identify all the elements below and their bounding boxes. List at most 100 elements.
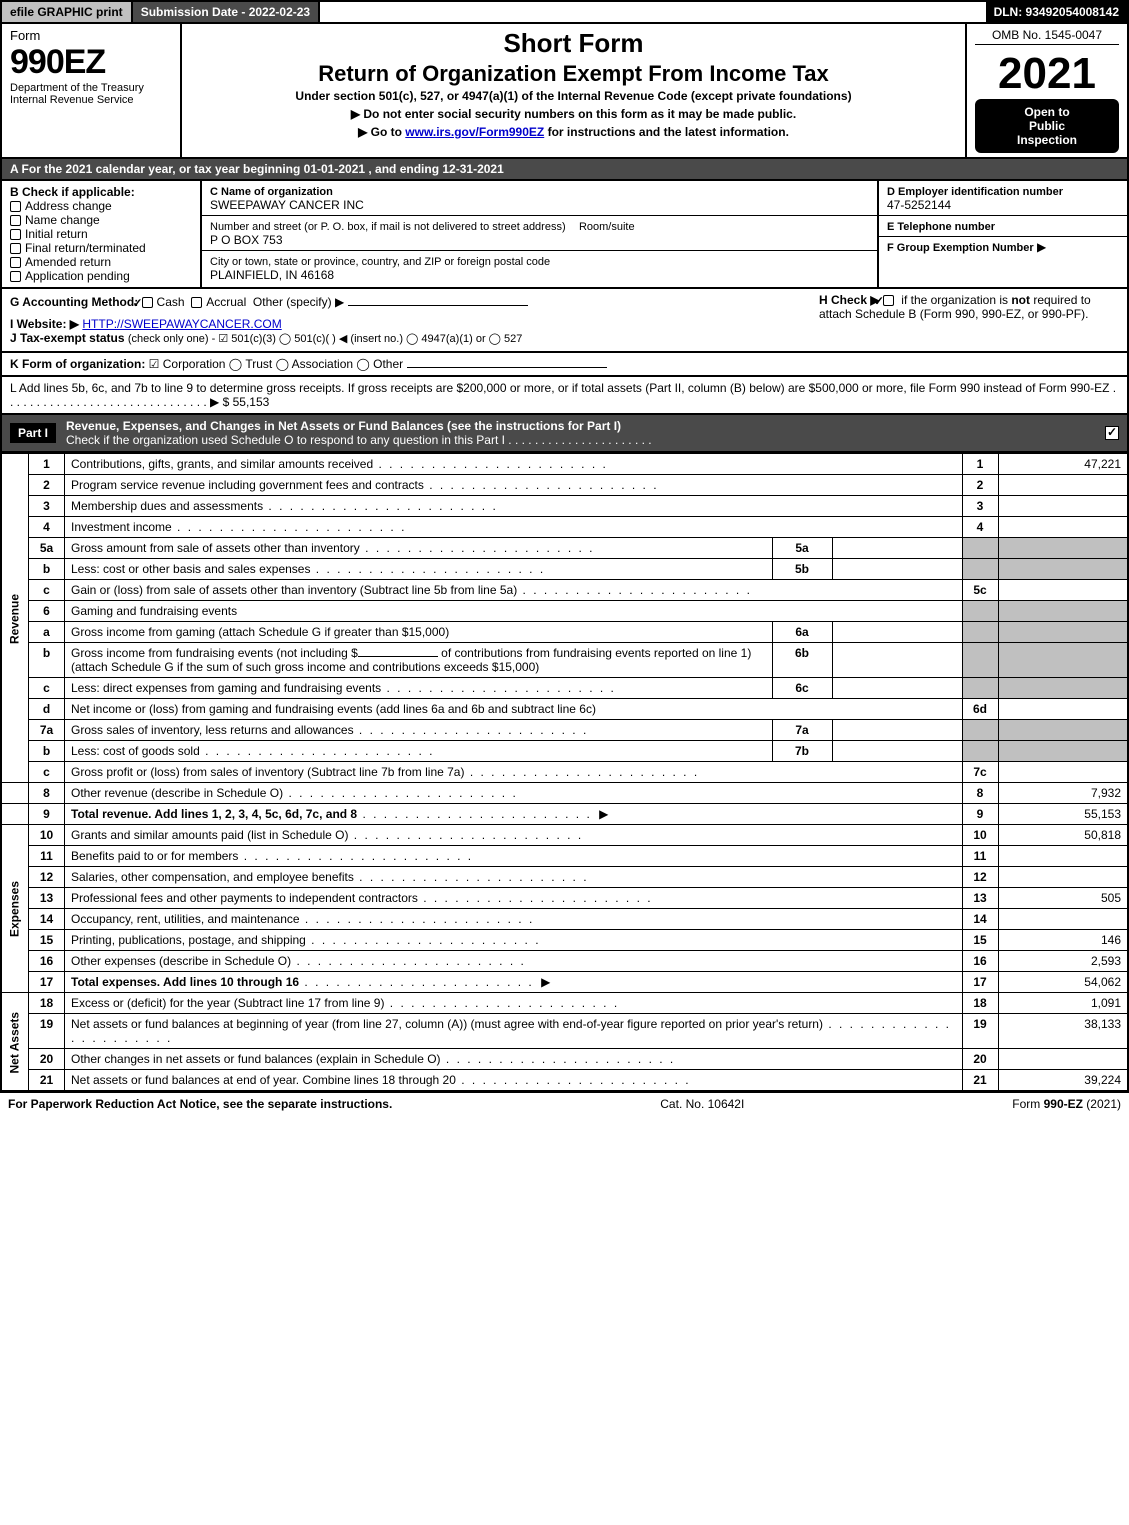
line-14-box: 14: [962, 909, 998, 930]
line-8-box: 8: [962, 783, 998, 804]
line-5c-amt: [998, 580, 1128, 601]
instr-goto-post: for instructions and the latest informat…: [544, 125, 789, 139]
row-a-tax-year: A For the 2021 calendar year, or tax yea…: [0, 159, 1129, 181]
line-7b-text: Less: cost of goods sold: [65, 741, 773, 762]
other-org-line[interactable]: [407, 367, 607, 368]
check-name-change[interactable]: Name change: [10, 213, 192, 227]
org-name-label: C Name of organization: [210, 186, 333, 198]
line-16-text: Other expenses (describe in Schedule O): [65, 951, 963, 972]
group-exemption-label: F Group Exemption Number: [887, 242, 1034, 254]
line-6a-num: a: [29, 622, 65, 643]
line-5b-text: Less: cost or other basis and sales expe…: [65, 559, 773, 580]
tax-exempt-label: J Tax-exempt status: [10, 331, 125, 345]
line-1-box: 1: [962, 454, 998, 475]
line-6b-sub: 6b: [772, 643, 832, 678]
phone-label: E Telephone number: [887, 221, 995, 233]
omb-number: OMB No. 1545-0047: [975, 28, 1119, 45]
other-specify-line[interactable]: [348, 305, 528, 306]
cash-checkbox[interactable]: [142, 297, 153, 308]
line-19-box: 19: [962, 1014, 998, 1049]
website-link[interactable]: HTTP://SWEEPAWAYCANCER.COM: [82, 317, 281, 331]
line-5b-subamt: [832, 559, 962, 580]
line-5b-num: b: [29, 559, 65, 580]
line-18-text: Excess or (deficit) for the year (Subtra…: [65, 993, 963, 1014]
ein-value: 47-5252144: [887, 198, 951, 212]
line-15-box: 15: [962, 930, 998, 951]
city-label: City or town, state or province, country…: [210, 256, 550, 268]
form-number: 990EZ: [10, 43, 172, 82]
line-1-num: 1: [29, 454, 65, 475]
street-cell: Number and street (or P. O. box, if mail…: [202, 216, 877, 251]
part-i-checkbox[interactable]: [1105, 426, 1119, 440]
dln: DLN: 93492054008142: [986, 2, 1127, 22]
line-4-num: 4: [29, 517, 65, 538]
section-f: F Group Exemption Number ▶: [879, 237, 1127, 257]
line-7b-sub: 7b: [772, 741, 832, 762]
h-text: if the organization is: [901, 293, 1011, 307]
line-19-amt: 38,133: [998, 1014, 1128, 1049]
line-7a-sub: 7a: [772, 720, 832, 741]
part-i-check-text: Check if the organization used Schedule …: [66, 433, 652, 447]
line-6d-amt: [998, 699, 1128, 720]
line-7b-subamt: [832, 741, 962, 762]
line-l-amount: 55,153: [233, 395, 270, 409]
section-j: J Tax-exempt status (check only one) - ☑…: [10, 331, 1119, 345]
section-e: E Telephone number: [879, 216, 1127, 237]
line-13-text: Professional fees and other payments to …: [65, 888, 963, 909]
line-14-num: 14: [29, 909, 65, 930]
line-13-num: 13: [29, 888, 65, 909]
line-6c-sub: 6c: [772, 678, 832, 699]
line-11-amt: [998, 846, 1128, 867]
accrual-checkbox[interactable]: [191, 297, 202, 308]
tax-exempt-options: (check only one) - ☑ 501(c)(3) ◯ 501(c)(…: [128, 333, 523, 345]
line-4-amt: [998, 517, 1128, 538]
line-5b-sub: 5b: [772, 559, 832, 580]
block-b-through-f: B Check if applicable: Address change Na…: [0, 181, 1129, 289]
street-label: Number and street (or P. O. box, if mail…: [210, 221, 566, 233]
line-20-amt: [998, 1049, 1128, 1070]
check-amended[interactable]: Amended return: [10, 255, 192, 269]
line-6b-num: b: [29, 643, 65, 678]
check-address-change[interactable]: Address change: [10, 199, 192, 213]
line-7c-amt: [998, 762, 1128, 783]
irs-link[interactable]: www.irs.gov/Form990EZ: [405, 125, 544, 139]
return-title: Return of Organization Exempt From Incom…: [190, 61, 957, 87]
line-7c-box: 7c: [962, 762, 998, 783]
efile-print-label[interactable]: efile GRAPHIC print: [2, 2, 133, 22]
expenses-side-label: Expenses: [1, 825, 29, 993]
line-3-text: Membership dues and assessments: [65, 496, 963, 517]
line-6b-text: Gross income from fundraising events (no…: [65, 643, 773, 678]
check-application-pending[interactable]: Application pending: [10, 269, 192, 283]
inspect-line2: Public: [979, 119, 1115, 133]
line-7b-greyamt: [998, 741, 1128, 762]
line-6b-blank[interactable]: [358, 656, 438, 657]
irs-label: Internal Revenue Service: [10, 94, 172, 106]
line-5b-greyamt: [998, 559, 1128, 580]
open-to-public: Open to Public Inspection: [975, 99, 1119, 153]
subtitle: Under section 501(c), 527, or 4947(a)(1)…: [190, 89, 957, 103]
org-name: SWEEPAWAY CANCER INC: [210, 198, 364, 212]
line-8-num: 8: [29, 783, 65, 804]
line-6-num: 6: [29, 601, 65, 622]
other-label: Other (specify) ▶: [253, 295, 344, 309]
check-initial-return[interactable]: Initial return: [10, 227, 192, 241]
line-16-amt: 2,593: [998, 951, 1128, 972]
line-12-box: 12: [962, 867, 998, 888]
line-4-text: Investment income: [65, 517, 963, 538]
block-ghi: G Accounting Method: Cash Accrual Other …: [0, 289, 1129, 353]
org-name-cell: C Name of organization SWEEPAWAY CANCER …: [202, 181, 877, 216]
line-8-text: Other revenue (describe in Schedule O): [65, 783, 963, 804]
line-17-num: 17: [29, 972, 65, 993]
revenue-side-label: Revenue: [1, 454, 29, 783]
line-5a-greybox: [962, 538, 998, 559]
line-11-num: 11: [29, 846, 65, 867]
line-7c-num: c: [29, 762, 65, 783]
check-final-return[interactable]: Final return/terminated: [10, 241, 192, 255]
schedule-b-checkbox[interactable]: [883, 295, 894, 306]
section-c: C Name of organization SWEEPAWAY CANCER …: [202, 181, 877, 287]
street-value: P O BOX 753: [210, 233, 283, 247]
instr-no-ssn: ▶ Do not enter social security numbers o…: [190, 107, 957, 121]
line-18-box: 18: [962, 993, 998, 1014]
header-right: OMB No. 1545-0047 2021 Open to Public In…: [967, 24, 1127, 157]
line-6d-box: 6d: [962, 699, 998, 720]
